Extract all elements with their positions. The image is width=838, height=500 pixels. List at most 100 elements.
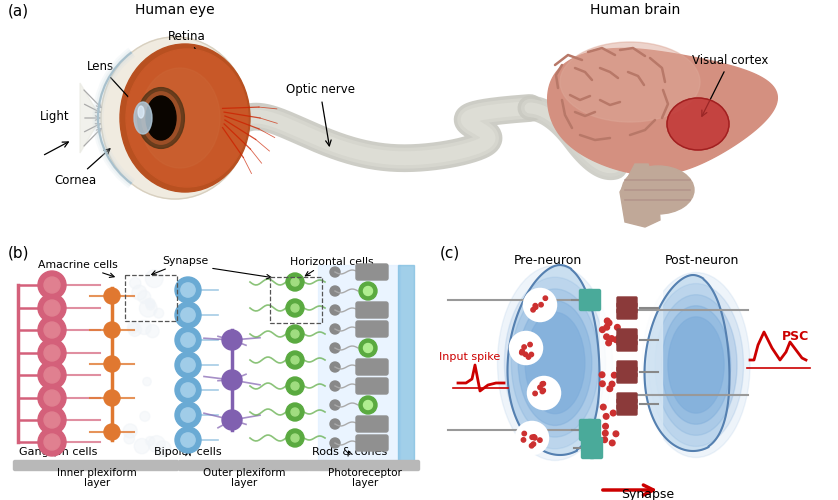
- Polygon shape: [548, 48, 778, 175]
- Circle shape: [181, 408, 195, 422]
- Ellipse shape: [511, 289, 598, 437]
- FancyBboxPatch shape: [580, 290, 592, 310]
- Text: Rods & cones: Rods & cones: [313, 447, 388, 457]
- Circle shape: [534, 305, 538, 310]
- Circle shape: [137, 320, 151, 334]
- Text: Post-neuron: Post-neuron: [665, 254, 739, 267]
- Circle shape: [603, 414, 609, 419]
- FancyBboxPatch shape: [617, 373, 637, 383]
- Circle shape: [520, 350, 524, 355]
- Ellipse shape: [668, 317, 724, 413]
- Polygon shape: [620, 164, 660, 227]
- Ellipse shape: [649, 284, 743, 446]
- Ellipse shape: [138, 106, 144, 118]
- Circle shape: [175, 402, 201, 428]
- FancyBboxPatch shape: [356, 264, 388, 280]
- Circle shape: [330, 381, 340, 391]
- Polygon shape: [508, 265, 599, 455]
- Circle shape: [44, 434, 60, 450]
- Text: Synapse: Synapse: [622, 488, 675, 500]
- Circle shape: [528, 377, 560, 409]
- Circle shape: [613, 431, 618, 436]
- Circle shape: [155, 441, 171, 457]
- FancyBboxPatch shape: [617, 341, 637, 351]
- FancyBboxPatch shape: [356, 359, 388, 375]
- Ellipse shape: [667, 98, 729, 150]
- Circle shape: [522, 345, 526, 349]
- Circle shape: [524, 289, 556, 321]
- Ellipse shape: [120, 44, 250, 192]
- FancyBboxPatch shape: [356, 378, 388, 394]
- Circle shape: [181, 283, 195, 297]
- Circle shape: [533, 436, 537, 440]
- FancyBboxPatch shape: [356, 435, 388, 451]
- Circle shape: [612, 372, 617, 378]
- Circle shape: [38, 428, 66, 456]
- Circle shape: [44, 367, 60, 383]
- Text: Input spike: Input spike: [439, 352, 500, 362]
- FancyBboxPatch shape: [617, 309, 637, 319]
- Circle shape: [602, 437, 608, 442]
- Circle shape: [181, 358, 195, 372]
- Circle shape: [146, 302, 155, 310]
- Circle shape: [145, 298, 155, 308]
- Circle shape: [609, 440, 615, 446]
- Circle shape: [286, 429, 304, 447]
- Circle shape: [181, 383, 195, 397]
- Circle shape: [608, 336, 614, 342]
- Circle shape: [601, 404, 606, 410]
- Circle shape: [538, 385, 542, 390]
- Ellipse shape: [146, 96, 176, 140]
- Text: Outer plexiform: Outer plexiform: [203, 468, 285, 478]
- FancyBboxPatch shape: [617, 329, 637, 339]
- Circle shape: [522, 432, 526, 436]
- Circle shape: [606, 340, 612, 345]
- Circle shape: [330, 324, 340, 334]
- Circle shape: [286, 299, 304, 317]
- Circle shape: [291, 278, 299, 286]
- Bar: [125, 275, 177, 321]
- FancyBboxPatch shape: [617, 399, 637, 409]
- Circle shape: [38, 294, 66, 322]
- Circle shape: [128, 323, 142, 336]
- Circle shape: [291, 356, 299, 364]
- Text: Visual cortex: Visual cortex: [692, 54, 768, 116]
- Circle shape: [532, 434, 536, 439]
- Circle shape: [38, 316, 66, 344]
- Text: Synapse: Synapse: [162, 256, 208, 266]
- Text: Ganglion cells: Ganglion cells: [18, 447, 97, 457]
- FancyBboxPatch shape: [617, 297, 637, 307]
- Circle shape: [528, 342, 532, 347]
- Circle shape: [175, 327, 201, 353]
- Circle shape: [44, 322, 60, 338]
- Circle shape: [175, 427, 201, 453]
- Text: (b): (b): [8, 246, 29, 261]
- Circle shape: [44, 412, 60, 428]
- Circle shape: [364, 400, 373, 409]
- Circle shape: [38, 361, 66, 389]
- Circle shape: [175, 352, 201, 378]
- Circle shape: [291, 408, 299, 416]
- Ellipse shape: [642, 272, 750, 458]
- FancyBboxPatch shape: [587, 290, 601, 310]
- Circle shape: [531, 308, 535, 312]
- Text: Retina: Retina: [168, 30, 213, 76]
- Text: layer: layer: [231, 478, 257, 488]
- Circle shape: [286, 403, 304, 421]
- Text: (a): (a): [8, 4, 29, 19]
- Text: (c): (c): [440, 246, 460, 261]
- Circle shape: [145, 270, 163, 287]
- FancyBboxPatch shape: [356, 302, 388, 318]
- Circle shape: [222, 330, 242, 350]
- FancyBboxPatch shape: [617, 335, 637, 345]
- Circle shape: [330, 343, 340, 353]
- Circle shape: [286, 377, 304, 395]
- Text: Inner plexiform: Inner plexiform: [57, 468, 137, 478]
- Circle shape: [541, 390, 545, 394]
- Circle shape: [140, 412, 150, 422]
- Circle shape: [286, 351, 304, 369]
- Text: Human eye: Human eye: [135, 3, 215, 17]
- Circle shape: [148, 436, 165, 452]
- Circle shape: [146, 436, 154, 446]
- Circle shape: [599, 381, 605, 386]
